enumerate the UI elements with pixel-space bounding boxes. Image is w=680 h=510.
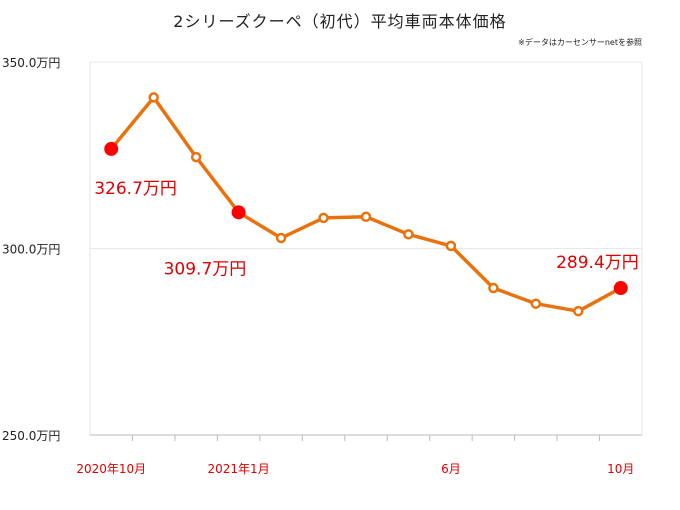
- x-tick-label: 6月: [441, 462, 461, 476]
- data-point: [530, 298, 542, 309]
- data-point: [360, 211, 372, 223]
- x-tick-label: 2020年10月: [76, 462, 146, 476]
- data-point: [190, 151, 202, 163]
- data-point: [488, 282, 499, 294]
- highlight-point: [613, 281, 628, 296]
- data-point: [148, 92, 159, 103]
- y-tick-label: 250.0万円: [2, 429, 60, 443]
- source-note: ※データはカーセンサーnetを参照: [518, 38, 642, 47]
- highlight-point: [104, 141, 119, 156]
- data-point: [445, 240, 457, 252]
- data-label: 309.7万円: [164, 259, 247, 279]
- x-tick-label: 10月: [607, 462, 634, 476]
- data-label: 326.7万円: [94, 179, 177, 199]
- x-tick-label: 2021年1月: [208, 462, 270, 476]
- highlight-point: [231, 205, 246, 220]
- chart-title: 2シリーズクーペ（初代）平均車両本体価格: [173, 12, 507, 31]
- y-tick-label: 350.0万円: [2, 56, 60, 70]
- y-tick-label: 300.0万円: [2, 243, 60, 257]
- data-label: 289.4万円: [556, 253, 639, 273]
- data-point: [275, 232, 287, 244]
- data-point: [403, 229, 414, 240]
- data-point: [573, 305, 584, 317]
- data-point: [318, 212, 329, 224]
